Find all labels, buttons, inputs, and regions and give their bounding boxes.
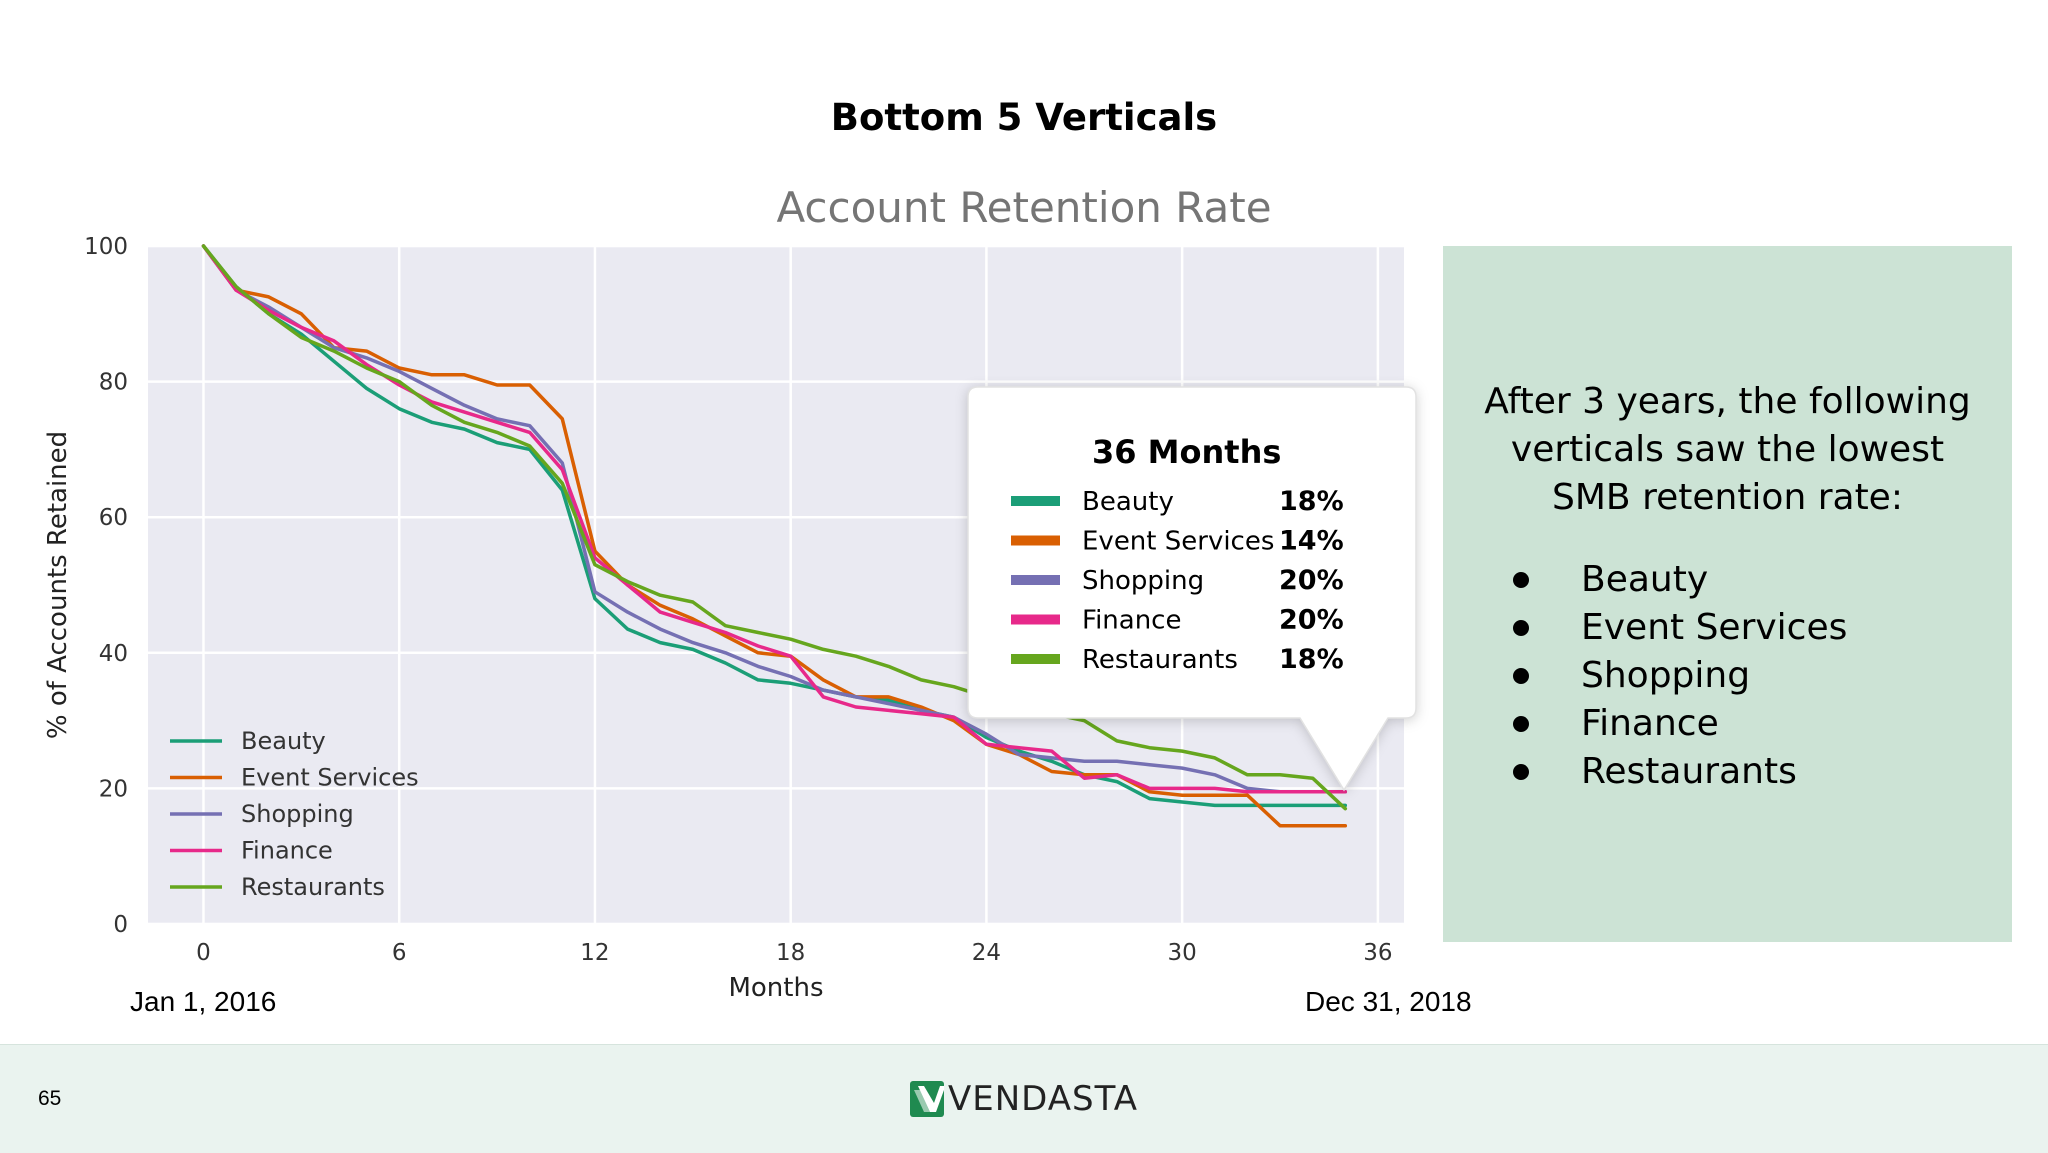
summary-panel: After 3 years, the following verticals s… (1443, 246, 2012, 942)
summary-item: Restaurants (1507, 748, 1988, 796)
y-tick-label: 20 (99, 776, 128, 802)
series-line-restaurants (201, 244, 1348, 811)
callout-row-name: Finance (1082, 606, 1181, 636)
callout-row-name: Event Services (1082, 527, 1274, 557)
retention-line-chart: Account Retention Rate 0 20 40 60 80 100 0 6 12… (43, 183, 1472, 1017)
series-line-beauty (201, 244, 1348, 808)
start-date-label: Jan 1, 2016 (130, 986, 276, 1017)
callout-box (967, 386, 1417, 792)
summary-item: Event Services (1507, 604, 1988, 652)
callout-row-value: 18% (1279, 486, 1344, 517)
chart-title: Account Retention Rate (776, 183, 1271, 232)
page-number: 65 (38, 1087, 62, 1110)
series-line-shopping (201, 244, 1348, 794)
slide-footer: 65 VENDASTA (0, 1044, 2048, 1153)
callout-title: 36 Months (1092, 433, 1281, 471)
y-tick-label: 40 (99, 641, 128, 667)
callout-row-name: Shopping (1082, 566, 1204, 596)
callout-row-value: 14% (1279, 526, 1344, 557)
x-tick-label: 30 (1168, 940, 1197, 966)
bullet-icon (1513, 764, 1529, 780)
y-tick-label: 100 (84, 234, 128, 260)
bullet-icon (1513, 668, 1529, 684)
legend-label: Shopping (241, 800, 354, 828)
summary-item-label: Shopping (1581, 655, 1751, 696)
summary-list: Beauty Event Services Shopping Finance R… (1467, 556, 1988, 796)
callout-row-name: Restaurants (1082, 645, 1238, 675)
bullet-icon (1513, 572, 1529, 588)
x-tick-label: 0 (196, 940, 211, 966)
legend-label: Restaurants (241, 873, 385, 901)
x-axis-label: Months (728, 973, 823, 1003)
brand-logo: VENDASTA (910, 1079, 1138, 1119)
callout-swatch (1011, 496, 1060, 506)
chart-legend: Beauty Event Services Shopping Finance Resta… (170, 727, 419, 901)
callout-row-name: Beauty (1082, 487, 1174, 517)
summary-heading: After 3 years, the following verticals s… (1484, 381, 1971, 518)
slide-title: Bottom 5 Verticals (830, 96, 1218, 139)
summary-item-label: Restaurants (1581, 751, 1797, 792)
series-line-finance (201, 244, 1348, 794)
summary-item: Shopping (1507, 652, 1988, 700)
callout-row-value: 20% (1279, 565, 1344, 596)
callout-swatch (1011, 614, 1060, 625)
callout-row-value: 18% (1279, 644, 1344, 675)
x-axis-ticks: 0 6 12 18 24 30 36 (196, 940, 1392, 966)
brand-name: VENDASTA (948, 1079, 1138, 1119)
summary-item-label: Finance (1581, 703, 1719, 744)
callout-rows: Beauty 18%Event Services 14%Shopping 20%Fin… (1011, 486, 1344, 675)
bullet-icon (1513, 620, 1529, 636)
callout-swatch (1011, 575, 1060, 585)
summary-item-label: Event Services (1581, 607, 1848, 648)
vendasta-logo-icon (910, 1081, 944, 1117)
x-tick-label: 18 (776, 940, 805, 966)
summary-item: Finance (1507, 700, 1988, 748)
callout-row-value: 20% (1279, 605, 1344, 636)
legend-label: Finance (241, 837, 333, 865)
legend-label: Event Services (241, 764, 419, 792)
legend-label: Beauty (241, 727, 326, 755)
x-tick-label: 12 (580, 940, 609, 966)
x-tick-label: 36 (1363, 940, 1392, 966)
series-lines (201, 244, 1348, 828)
summary-item-label: Beauty (1581, 559, 1709, 600)
callout-swatch (1011, 535, 1060, 546)
y-tick-label: 80 (99, 370, 128, 396)
callout-swatch (1011, 654, 1060, 664)
y-axis-ticks: 0 20 40 60 80 100 (84, 234, 128, 938)
summary-item: Beauty (1507, 556, 1988, 604)
x-tick-label: 6 (392, 940, 407, 966)
end-date-label: Dec 31, 2018 (1305, 986, 1472, 1017)
x-tick-label: 24 (972, 940, 1001, 966)
y-tick-label: 0 (113, 912, 128, 938)
series-line-event-services (201, 244, 1348, 828)
bullet-icon (1513, 716, 1529, 732)
y-axis-label: % of Accounts Retained (43, 431, 73, 739)
y-tick-label: 60 (99, 505, 128, 531)
